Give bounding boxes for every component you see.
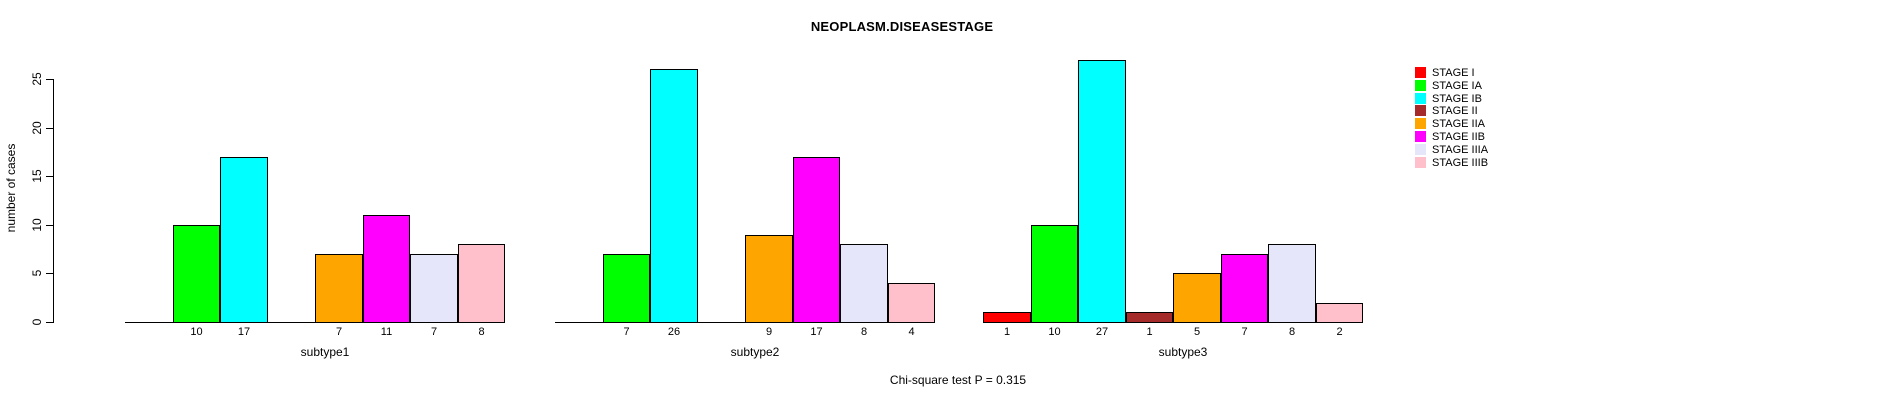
y-tick-mark bbox=[46, 176, 53, 177]
bar-subtype3-stage-ib bbox=[1078, 60, 1126, 323]
y-tick-label: 25 bbox=[30, 72, 44, 86]
y-tick-mark bbox=[46, 79, 53, 80]
legend-item-stage-iia: STAGE IIA bbox=[1415, 118, 1505, 131]
bar-value-label: 17 bbox=[237, 326, 251, 338]
bar-value-label: 8 bbox=[1288, 326, 1296, 338]
legend-label: STAGE IIB bbox=[1432, 131, 1485, 143]
legend-item-stage-iib: STAGE IIB bbox=[1415, 131, 1505, 144]
bar-value-label: 17 bbox=[810, 326, 823, 338]
bar-value-label: 27 bbox=[1095, 326, 1109, 338]
legend-label: STAGE I bbox=[1432, 67, 1475, 79]
bar-subtype3-stage-iib bbox=[1221, 254, 1268, 323]
legend-swatch bbox=[1415, 105, 1426, 116]
bar-subtype2-stage-iia bbox=[745, 235, 793, 323]
bar-subtype1-stage-ia bbox=[173, 225, 220, 323]
y-axis-line bbox=[53, 79, 54, 323]
bar-subtype3-stage-ia bbox=[1031, 225, 1078, 323]
y-tick-mark bbox=[46, 225, 53, 226]
bar-value-label: 4 bbox=[908, 326, 915, 338]
y-tick-label: 20 bbox=[30, 121, 44, 135]
y-tick-mark bbox=[46, 128, 53, 129]
bar-subtype3-stage-i bbox=[983, 312, 1031, 323]
bar-value-label: 5 bbox=[1193, 326, 1201, 338]
legend-swatch bbox=[1415, 157, 1426, 168]
legend-label: STAGE IA bbox=[1432, 80, 1482, 92]
x-group-label-subtype2: subtype2 bbox=[730, 345, 780, 359]
bar-value-label: 1 bbox=[1146, 326, 1153, 338]
bar-subtype3-stage-iiia bbox=[1268, 244, 1316, 323]
legend-item-stage-iiia: STAGE IIIA bbox=[1415, 144, 1505, 157]
bar-subtype2-stage-ia bbox=[603, 254, 650, 323]
y-tick-label: 15 bbox=[30, 169, 44, 183]
bar-value-label: 11 bbox=[380, 326, 393, 338]
bar-value-label: 1 bbox=[1003, 326, 1011, 338]
bar-subtype1-stage-ib bbox=[220, 157, 268, 323]
legend-item-stage-ib: STAGE IB bbox=[1415, 93, 1505, 106]
bar-subtype2-stage-ib bbox=[650, 69, 698, 323]
legend-swatch bbox=[1415, 93, 1426, 104]
bar-value-label: 8 bbox=[860, 326, 868, 338]
bar-subtype2-stage-iiia bbox=[840, 244, 888, 323]
bar-subtype2-stage-iiib bbox=[888, 283, 935, 323]
bar-value-label: 10 bbox=[190, 326, 203, 338]
legend-item-stage-i: STAGE I bbox=[1415, 67, 1505, 80]
bar-subtype2-stage-iib bbox=[793, 157, 840, 323]
legend-swatch bbox=[1415, 144, 1426, 155]
bar-subtype3-stage-iia bbox=[1173, 273, 1221, 323]
legend-label: STAGE IIIA bbox=[1432, 144, 1489, 156]
legend-item-stage-ia: STAGE IA bbox=[1415, 80, 1505, 93]
chi-square-note: Chi-square test P = 0.315 bbox=[889, 373, 1027, 387]
y-tick-mark bbox=[46, 273, 53, 274]
bar-value-label: 7 bbox=[430, 326, 438, 338]
bar-value-label: 7 bbox=[335, 326, 343, 338]
y-tick-label: 0 bbox=[30, 318, 44, 326]
bar-subtype1-stage-iib bbox=[363, 215, 410, 323]
legend-swatch bbox=[1415, 80, 1426, 91]
bar-subtype1-stage-iiia bbox=[410, 254, 458, 323]
bar-value-label: 2 bbox=[1336, 326, 1343, 338]
bar-value-label: 26 bbox=[667, 326, 681, 338]
bar-subtype1-stage-iia bbox=[315, 254, 363, 323]
chart-title: NEOPLASM.DISEASESTAGE bbox=[810, 19, 994, 34]
x-group-label-subtype3: subtype3 bbox=[1158, 345, 1208, 359]
bar-value-label: 7 bbox=[623, 326, 630, 338]
legend-item-stage-ii: STAGE II bbox=[1415, 105, 1505, 118]
legend-item-stage-iiib: STAGE IIIB bbox=[1415, 157, 1505, 170]
y-tick-mark bbox=[46, 322, 53, 323]
legend-label: STAGE IIIB bbox=[1432, 157, 1489, 169]
legend-swatch bbox=[1415, 118, 1426, 129]
bar-value-label: 9 bbox=[765, 326, 773, 338]
bar-subtype3-stage-ii bbox=[1126, 312, 1173, 323]
bar-subtype3-stage-iiib bbox=[1316, 303, 1363, 323]
bar-value-label: 8 bbox=[478, 326, 485, 338]
legend-swatch bbox=[1415, 131, 1426, 142]
bar-value-label: 7 bbox=[1241, 326, 1248, 338]
legend-swatch bbox=[1415, 67, 1426, 78]
legend-label: STAGE IB bbox=[1432, 93, 1482, 105]
legend-label: STAGE IIA bbox=[1432, 118, 1485, 130]
bar-value-label: 10 bbox=[1048, 326, 1061, 338]
bar-subtype1-stage-iiib bbox=[458, 244, 505, 323]
x-group-label-subtype1: subtype1 bbox=[300, 345, 350, 359]
y-axis-title: number of cases bbox=[4, 143, 18, 233]
legend-label: STAGE II bbox=[1432, 105, 1478, 117]
y-tick-label: 10 bbox=[30, 218, 44, 232]
y-tick-label: 5 bbox=[30, 269, 44, 277]
